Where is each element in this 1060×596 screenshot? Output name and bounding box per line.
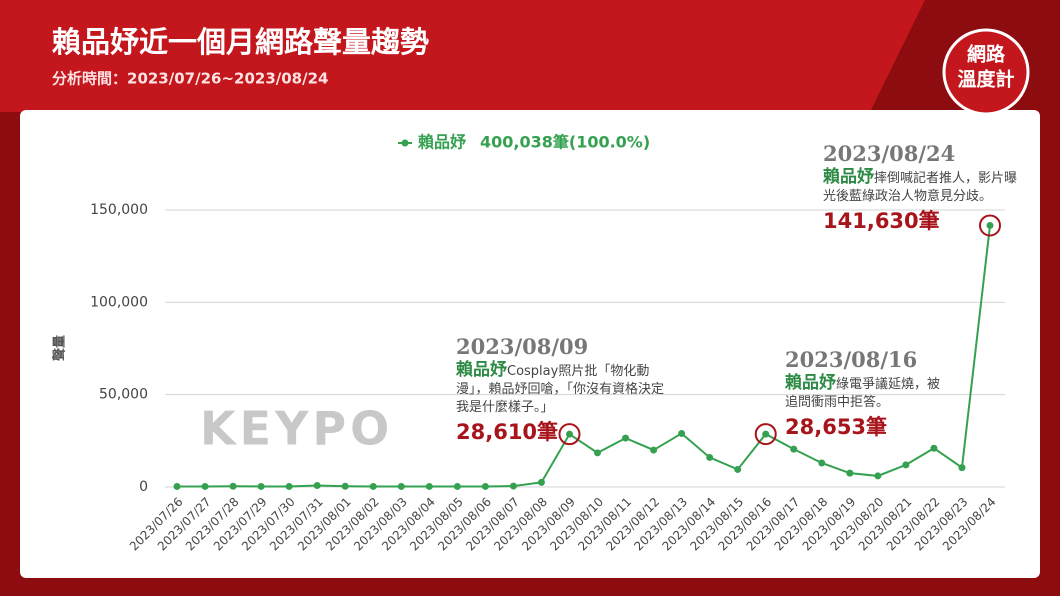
legend-label: 賴品妤 <box>418 133 467 152</box>
y-axis-label: 聲量 <box>52 335 68 361</box>
chart-title: 賴品妤近一個月網路聲量趨勢 <box>52 25 429 59</box>
logo-text: 網路 <box>967 43 1006 66</box>
legend-total: 400,038筆(100.0%) <box>480 133 650 152</box>
data-point <box>229 482 237 490</box>
data-point <box>622 434 630 442</box>
data-point <box>734 465 742 473</box>
annotation-v: 141,630筆 <box>823 209 940 233</box>
annotation-n: 賴品妤 <box>456 360 507 380</box>
annotation-t: Cosplay照片批「物化動漫」，賴品妤回嗆，「你沒有資格決定我是什麼樣子。」 <box>456 364 665 415</box>
y-tick-label: 150,000 <box>90 202 148 218</box>
annotation-n: 賴品妤 <box>823 167 874 187</box>
data-point <box>902 461 910 469</box>
data-point <box>509 482 517 490</box>
data-point <box>313 482 321 490</box>
data-point <box>594 449 602 457</box>
data-point <box>818 459 826 467</box>
y-tick-label: 0 <box>139 479 148 495</box>
logo-badge <box>942 28 1030 116</box>
data-point <box>537 478 545 486</box>
data-point <box>481 482 489 490</box>
series-line <box>177 225 991 488</box>
data-point <box>846 469 854 477</box>
data-point <box>930 444 938 452</box>
data-point <box>397 482 405 490</box>
data-point <box>986 221 994 229</box>
data-point <box>425 482 433 490</box>
annotation-v: 28,610筆 <box>456 420 559 444</box>
data-point <box>874 472 882 480</box>
card <box>20 110 1040 578</box>
data-point <box>706 453 714 461</box>
highlight-ring <box>979 214 1001 237</box>
data-point <box>173 482 181 490</box>
data-point <box>257 482 265 490</box>
annotation: 2023/08/16 賴品妤綠電爭議延燒，被追問衝雨中拒答。 28,653筆 <box>785 346 945 442</box>
annotation-d: 2023/08/24 <box>823 141 956 166</box>
annotation-d: 2023/08/09 <box>456 334 589 359</box>
annotation-body: 賴品妤Cosplay照片批「物化動漫」，賴品妤回嗆，「你沒有資格決定我是什麼樣子… <box>456 361 666 417</box>
annotation-t: 摔倒喊記者推人，影片曝光後藍綠政治人物意見分歧。 <box>823 171 1018 204</box>
data-point <box>201 482 209 490</box>
annotation-v: 28,653筆 <box>785 415 888 439</box>
watermark: KEYPO <box>200 402 393 456</box>
y-tick-label: 50,000 <box>99 387 148 403</box>
data-point <box>678 429 686 437</box>
data-point <box>285 482 293 490</box>
y-tick-label: 100,000 <box>90 294 148 310</box>
data-point <box>958 464 966 472</box>
chart-subtitle: 分析時間：2023/07/26~2023/08/24 <box>52 70 328 88</box>
annotation-d: 2023/08/16 <box>785 347 918 372</box>
annotation-n: 賴品妤 <box>785 373 836 393</box>
highlight-ring <box>558 423 581 446</box>
data-point <box>650 446 658 454</box>
header-band <box>0 0 925 112</box>
data-point <box>369 482 377 490</box>
annotation: 2023/08/24 賴品妤摔倒喊記者推人，影片曝光後藍綠政治人物意見分歧。 141… <box>823 140 1018 236</box>
annotation-body: 賴品妤綠電爭議延燒，被追問衝雨中拒答。 <box>785 374 945 412</box>
data-point <box>453 482 461 490</box>
annotation-t: 綠電爭議延燒，被追問衝雨中拒答。 <box>785 377 941 410</box>
highlight-ring <box>754 423 777 446</box>
annotation-body: 賴品妤摔倒喊記者推人，影片曝光後藍綠政治人物意見分歧。 <box>823 168 1018 206</box>
data-point <box>762 430 770 438</box>
logo-text: 溫度計 <box>957 68 1014 91</box>
legend-marker <box>401 139 409 147</box>
data-point <box>565 430 573 438</box>
data-point <box>341 482 349 490</box>
annotation: 2023/08/09 賴品妤Cosplay照片批「物化動漫」，賴品妤回嗆，「你沒有… <box>456 333 666 447</box>
data-point <box>790 445 798 453</box>
